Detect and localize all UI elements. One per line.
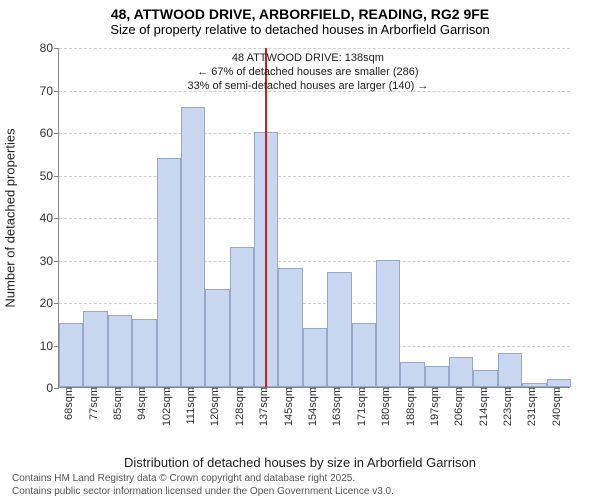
- ytick-mark: [54, 176, 59, 177]
- histogram-bar: [400, 362, 424, 388]
- histogram-bar: [59, 323, 83, 387]
- gridline: [59, 218, 570, 219]
- chart-title-sub: Size of property relative to detached ho…: [0, 22, 600, 41]
- histogram-bar: [303, 328, 327, 388]
- ytick-mark: [54, 261, 59, 262]
- chart-container: 48, ATTWOOD DRIVE, ARBORFIELD, READING, …: [0, 0, 600, 500]
- xtick-label: 145sqm: [283, 387, 295, 426]
- xtick-label: 206sqm: [453, 387, 465, 426]
- xtick-label: 231sqm: [526, 387, 538, 426]
- gridline: [59, 303, 570, 304]
- ytick-mark: [54, 133, 59, 134]
- xtick-label: 214sqm: [478, 387, 490, 426]
- reference-line: [265, 48, 267, 387]
- ytick-mark: [54, 303, 59, 304]
- xtick-label: 128sqm: [234, 387, 246, 426]
- histogram-bar: [352, 323, 376, 387]
- xtick-label: 102sqm: [161, 387, 173, 426]
- histogram-bar: [205, 289, 229, 387]
- histogram-bar: [547, 379, 571, 388]
- histogram-bar: [327, 272, 351, 387]
- histogram-bar: [278, 268, 302, 387]
- ytick-mark: [54, 48, 59, 49]
- gridline: [59, 133, 570, 134]
- footer-line-2: Contains public sector information licen…: [12, 486, 394, 499]
- gridline: [59, 48, 570, 49]
- histogram-bar: [132, 319, 156, 387]
- histogram-bar: [181, 107, 205, 388]
- xtick-label: 137sqm: [258, 387, 270, 426]
- annotation-line-2: ← 67% of detached houses are smaller (28…: [187, 66, 428, 80]
- plot-area: 0102030405060708068sqm77sqm85sqm94sqm102…: [58, 48, 570, 388]
- ytick-mark: [54, 218, 59, 219]
- xtick-label: 68sqm: [63, 387, 75, 420]
- histogram-bar: [83, 311, 107, 388]
- ytick-mark: [54, 388, 59, 389]
- annotation-line-3: 33% of semi-detached houses are larger (…: [187, 80, 428, 94]
- xtick-label: 197sqm: [429, 387, 441, 426]
- xtick-label: 94sqm: [136, 387, 148, 420]
- histogram-bar: [473, 370, 497, 387]
- xtick-label: 188sqm: [405, 387, 417, 426]
- chart-title-main: 48, ATTWOOD DRIVE, ARBORFIELD, READING, …: [0, 0, 600, 22]
- footer-line-1: Contains HM Land Registry data © Crown c…: [12, 473, 394, 486]
- histogram-bar: [449, 357, 473, 387]
- xtick-label: 240sqm: [551, 387, 563, 426]
- histogram-bar: [376, 260, 400, 388]
- histogram-bar: [230, 247, 254, 387]
- gridline: [59, 261, 570, 262]
- gridline: [59, 176, 570, 177]
- histogram-bar: [157, 158, 181, 388]
- histogram-bar: [108, 315, 132, 387]
- histogram-bar: [498, 353, 522, 387]
- xtick-label: 120sqm: [209, 387, 221, 426]
- xtick-label: 163sqm: [331, 387, 343, 426]
- xtick-label: 154sqm: [307, 387, 319, 426]
- histogram-bar: [425, 366, 449, 387]
- annotation-box: 48 ATTWOOD DRIVE: 138sqm← 67% of detache…: [187, 52, 428, 93]
- xtick-label: 180sqm: [380, 387, 392, 426]
- ytick-mark: [54, 91, 59, 92]
- y-axis-label: Number of detached properties: [3, 128, 18, 307]
- footer-attribution: Contains HM Land Registry data © Crown c…: [12, 473, 394, 498]
- annotation-line-1: 48 ATTWOOD DRIVE: 138sqm: [187, 52, 428, 66]
- xtick-label: 171sqm: [356, 387, 368, 426]
- xtick-label: 85sqm: [112, 387, 124, 420]
- x-axis-label: Distribution of detached houses by size …: [0, 455, 600, 470]
- xtick-label: 111sqm: [185, 387, 197, 425]
- xtick-label: 77sqm: [88, 387, 100, 420]
- xtick-label: 223sqm: [502, 387, 514, 426]
